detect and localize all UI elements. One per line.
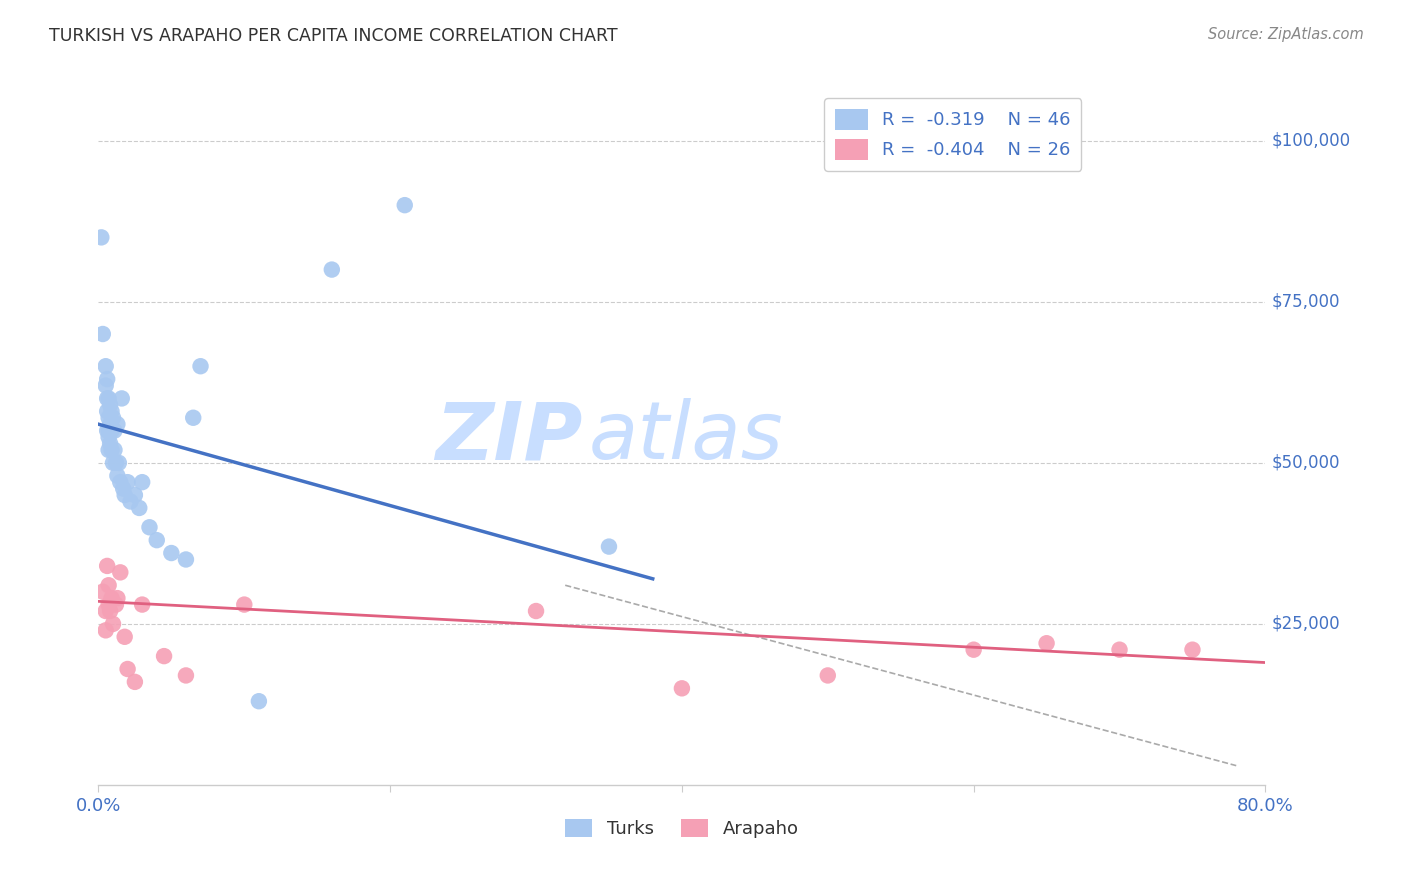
Point	[91, 326, 114, 341]
Point	[671, 681, 693, 696]
Point	[104, 456, 127, 470]
Point	[94, 604, 117, 618]
Point	[97, 598, 120, 612]
Point	[112, 482, 135, 496]
Point	[97, 442, 120, 457]
Point	[100, 404, 122, 418]
Text: $75,000: $75,000	[1271, 293, 1340, 310]
Point	[98, 604, 121, 618]
Point	[104, 598, 127, 612]
Point	[1035, 636, 1057, 650]
Point	[131, 475, 153, 490]
Point	[120, 494, 142, 508]
Point	[321, 262, 343, 277]
Point	[96, 404, 118, 418]
Point	[91, 584, 114, 599]
Point	[94, 359, 117, 374]
Point	[817, 668, 839, 682]
Point	[97, 424, 120, 438]
Text: $25,000: $25,000	[1271, 615, 1340, 633]
Point	[97, 410, 120, 425]
Point	[110, 566, 132, 580]
Point	[598, 540, 620, 554]
Point	[94, 378, 117, 392]
Point	[96, 372, 118, 386]
Point	[105, 591, 128, 606]
Text: Source: ZipAtlas.com: Source: ZipAtlas.com	[1208, 27, 1364, 42]
Point	[97, 392, 120, 406]
Point	[101, 410, 124, 425]
Point	[962, 642, 984, 657]
Point	[97, 430, 120, 444]
Point	[160, 546, 183, 560]
Point	[247, 694, 270, 708]
Point	[114, 630, 136, 644]
Point	[117, 662, 139, 676]
Point	[153, 649, 176, 664]
Point	[1108, 642, 1130, 657]
Point	[98, 417, 121, 432]
Point	[103, 424, 125, 438]
Text: $100,000: $100,000	[1271, 132, 1350, 150]
Point	[98, 398, 121, 412]
Point	[124, 674, 146, 689]
Text: $50,000: $50,000	[1271, 454, 1340, 472]
Point	[124, 488, 146, 502]
Text: TURKISH VS ARAPAHO PER CAPITA INCOME CORRELATION CHART: TURKISH VS ARAPAHO PER CAPITA INCOME COR…	[49, 27, 617, 45]
Point	[190, 359, 212, 374]
Point	[117, 475, 139, 490]
Point	[101, 616, 124, 631]
Point	[110, 475, 132, 490]
Point	[96, 424, 118, 438]
Text: ZIP: ZIP	[436, 398, 582, 476]
Point	[97, 578, 120, 592]
Point	[108, 456, 131, 470]
Point	[105, 417, 128, 432]
Point	[103, 442, 125, 457]
Point	[96, 392, 118, 406]
Point	[524, 604, 547, 618]
Point	[100, 424, 122, 438]
Point	[105, 468, 128, 483]
Point	[128, 500, 150, 515]
Point	[174, 668, 197, 682]
Point	[111, 392, 134, 406]
Point	[138, 520, 160, 534]
Point	[101, 456, 124, 470]
Point	[98, 436, 121, 450]
Point	[394, 198, 416, 212]
Text: atlas: atlas	[589, 398, 783, 476]
Point	[96, 558, 118, 573]
Point	[94, 624, 117, 638]
Point	[100, 591, 122, 606]
Point	[114, 488, 136, 502]
Legend: Turks, Arapaho: Turks, Arapaho	[558, 812, 806, 846]
Point	[1181, 642, 1204, 657]
Point	[100, 442, 122, 457]
Point	[181, 410, 204, 425]
Point	[90, 230, 112, 244]
Point	[131, 598, 153, 612]
Point	[146, 533, 169, 548]
Point	[174, 552, 197, 566]
Point	[233, 598, 256, 612]
